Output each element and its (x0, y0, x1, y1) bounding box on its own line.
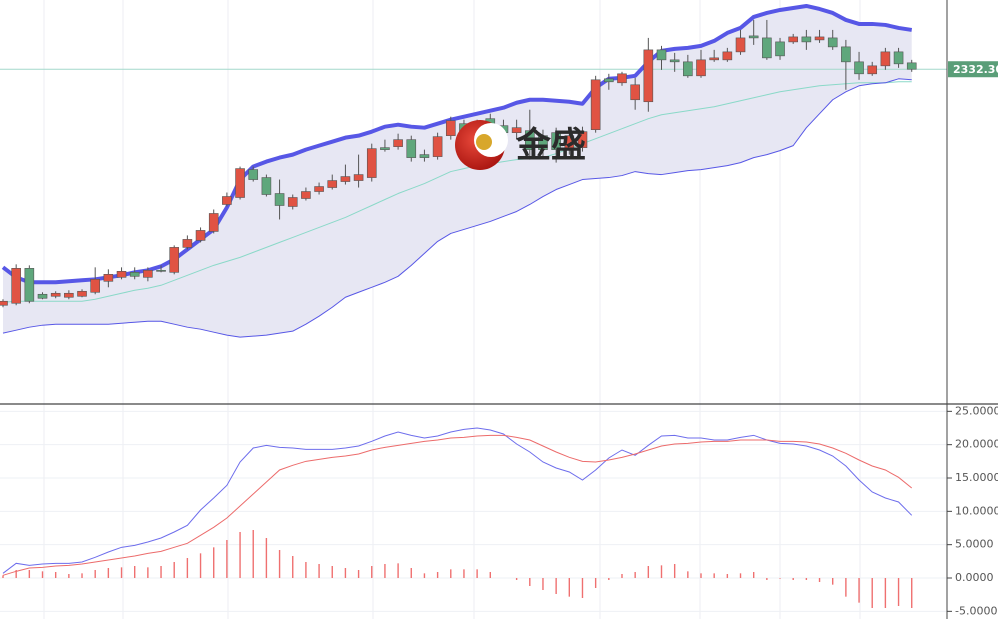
candle-body (538, 135, 548, 150)
candle-body (129, 272, 140, 277)
y-tick-label: 15.0000 (955, 471, 998, 484)
candle-body (814, 36, 825, 41)
candle-body (169, 247, 180, 273)
middle-band (2, 81, 912, 303)
candle-body (445, 120, 456, 136)
candle-body (669, 59, 680, 63)
candle-body (841, 46, 851, 63)
candle-body (696, 59, 706, 77)
candle-body (208, 213, 219, 232)
candle-body (683, 61, 693, 77)
candle-body (656, 49, 667, 61)
candle-body (24, 268, 35, 302)
candle-body (261, 177, 272, 195)
watermark: 金盛 (455, 120, 586, 170)
candle-body (90, 279, 100, 293)
candle-body (37, 293, 48, 299)
candle-body (327, 180, 338, 188)
candle-body (380, 147, 390, 150)
candle-body (643, 49, 654, 103)
candle-body (287, 197, 298, 207)
candle-body (762, 37, 772, 59)
candle-body (801, 36, 812, 43)
candle-body (222, 196, 232, 205)
candle-body (854, 61, 864, 75)
candle-body (406, 139, 417, 158)
candle-body (590, 79, 601, 130)
candle-body (432, 136, 443, 157)
candle-body (274, 193, 285, 206)
candle-body (64, 292, 74, 298)
candle-body (340, 176, 351, 182)
candle-body (248, 169, 259, 180)
candle-body (301, 191, 311, 199)
y-tick-label: 10.0000 (955, 504, 998, 517)
candle-body (393, 139, 403, 147)
price-label: 2332.30 (953, 63, 998, 76)
band-area (3, 5, 912, 338)
candle-body (604, 78, 614, 83)
lower-band (2, 78, 912, 338)
y-tick-label: 5.0000 (955, 538, 994, 551)
candle-body (195, 230, 206, 241)
candle-body (722, 51, 733, 61)
candle-body (353, 174, 364, 181)
candle-body (630, 84, 640, 101)
candle-body (314, 186, 324, 192)
candle-body (11, 268, 21, 304)
candle-body (617, 73, 627, 84)
candle-body (827, 37, 838, 48)
candle-body (893, 51, 904, 65)
candle-body (775, 41, 785, 57)
dea-line (2, 434, 913, 576)
candle-body (419, 154, 430, 158)
candle-body (906, 62, 917, 70)
candle-body (103, 274, 114, 282)
candle-body (788, 36, 799, 43)
candle-body (735, 37, 746, 53)
y-tick-label: 20.0000 (955, 438, 998, 451)
candle-body (564, 135, 575, 150)
logo-dot (476, 134, 492, 150)
y-tick-label: 0.0000 (955, 571, 994, 584)
candle-body (748, 35, 759, 39)
y-tick-label: 25.0000 (955, 404, 998, 417)
candle-body (551, 132, 561, 150)
dif-line (2, 427, 913, 574)
candle-body (0, 300, 8, 306)
candle-body (867, 65, 878, 75)
candle-body (235, 168, 245, 198)
candle-body (524, 130, 535, 150)
candle-body (709, 57, 719, 61)
candle-body (577, 131, 588, 148)
candle-body (143, 270, 153, 278)
candle-body (50, 292, 61, 297)
price-label-box (948, 61, 998, 78)
y-tick-label: -5.0000 (955, 604, 997, 617)
candle-body (366, 148, 377, 178)
candle-body (77, 290, 87, 297)
candle-body (182, 239, 193, 248)
upper-band (1, 3, 913, 285)
candle-body (116, 271, 127, 278)
watermark-text: 金盛 (515, 125, 586, 166)
candle-body (511, 127, 522, 133)
candle-body (880, 51, 891, 67)
candle-body (156, 270, 166, 272)
